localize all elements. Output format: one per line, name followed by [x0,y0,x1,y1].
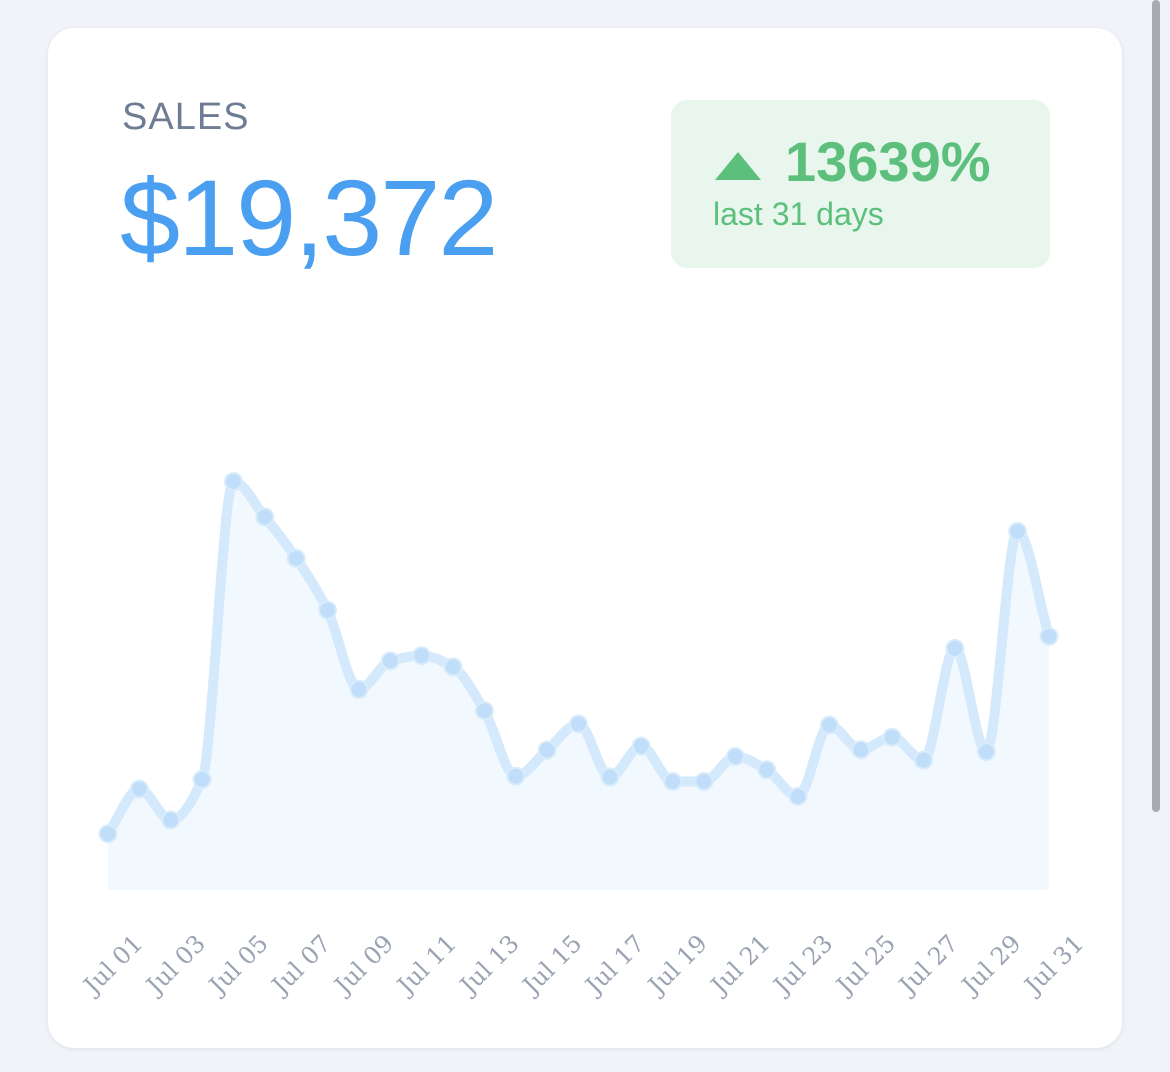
data-point[interactable] [1039,626,1059,646]
x-tick-label: Jul 19 [641,929,713,1001]
x-tick-label: Jul 15 [515,929,587,1001]
x-tick-label: Jul 27 [892,929,964,1001]
x-tick-label: Jul 31 [1017,929,1089,1001]
x-tick-label: Jul 07 [264,929,336,1001]
data-point[interactable] [286,548,306,568]
x-tick-label: Jul 09 [327,929,399,1001]
data-point[interactable] [380,651,400,671]
scrollbar[interactable] [1152,0,1160,812]
data-point[interactable] [663,771,683,791]
card-label: SALES [122,96,250,138]
x-tick-label: Jul 17 [578,929,650,1001]
sales-line [103,476,1054,839]
data-point[interactable] [1008,521,1028,541]
data-point[interactable] [757,760,777,780]
x-tick-label: Jul 21 [704,929,776,1001]
x-tick-label: Jul 29 [954,929,1026,1001]
data-point[interactable] [98,824,118,844]
data-point[interactable] [255,507,275,527]
sales-amount: $19,372 [120,157,498,278]
data-point[interactable] [537,740,557,760]
x-tick-label: Jul 11 [390,929,462,1001]
sales-area [108,481,1049,890]
data-point[interactable] [192,769,212,789]
x-tick-label: Jul 05 [202,929,274,1001]
data-point[interactable] [976,742,996,762]
data-point[interactable] [569,714,588,734]
data-point[interactable] [600,767,620,787]
data-point[interactable] [725,747,745,767]
x-tick-label: Jul 01 [76,929,148,1001]
data-point[interactable] [474,701,494,721]
change-percent: 13639% [785,130,991,193]
x-tick-label: Jul 23 [766,929,838,1001]
data-point[interactable] [506,766,526,786]
data-point[interactable] [349,679,369,699]
data-point[interactable] [945,638,965,658]
data-point[interactable] [914,750,934,770]
data-point[interactable] [318,600,338,620]
data-point[interactable] [882,727,902,747]
triangle-up-icon [715,152,761,180]
data-point[interactable] [443,657,463,677]
x-tick-label: Jul 25 [829,929,901,1001]
data-point[interactable] [129,779,149,799]
x-tick-label: Jul 13 [453,929,525,1001]
data-point[interactable] [161,810,181,830]
data-point[interactable] [819,715,839,735]
data-point[interactable] [851,740,871,760]
x-tick-label: Jul 03 [139,929,211,1001]
data-point[interactable] [412,646,432,666]
data-point[interactable] [631,736,651,756]
change-badge: 13639% last 31 days [671,100,1050,268]
data-point[interactable] [694,771,714,791]
change-period: last 31 days [713,196,884,232]
data-point[interactable] [223,472,243,492]
data-point[interactable] [788,786,808,806]
